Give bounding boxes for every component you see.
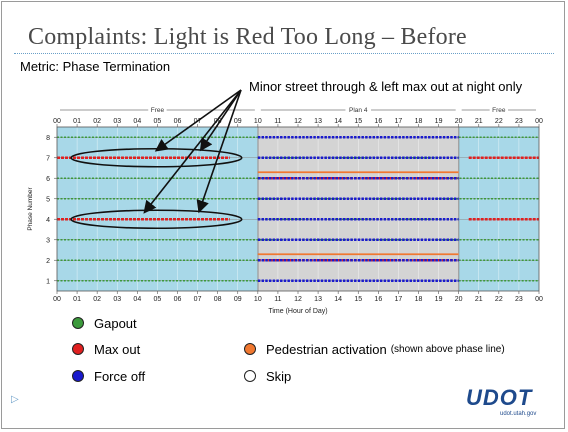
legend-item-pedestrian: Pedestrian activation (shown above phase … <box>244 341 505 357</box>
x-tick-label-bottom: 20 <box>455 296 463 303</box>
title-divider <box>14 53 554 54</box>
x-tick-label-bottom: 09 <box>234 296 242 303</box>
annotation-arrow <box>199 89 242 152</box>
plan-label: Plan 4 <box>349 107 368 114</box>
y-tick-label: 2 <box>46 258 50 265</box>
x-tick-label-bottom: 19 <box>435 296 443 303</box>
plan-label: Free <box>151 107 165 114</box>
x-tick-label-top: 21 <box>475 118 483 125</box>
legend-maxout-label: Max out <box>94 341 141 357</box>
y-tick-label: 7 <box>46 155 50 162</box>
x-tick-label-bottom: 23 <box>515 296 523 303</box>
x-tick-label-top: 09 <box>234 118 242 125</box>
legend-gapout-label: Gapout <box>94 315 137 331</box>
x-tick-label-bottom: 05 <box>154 296 162 303</box>
x-tick-label-top: 11 <box>274 118 281 125</box>
highlight-ellipse <box>70 209 243 230</box>
y-tick-label: 1 <box>46 278 50 285</box>
y-tick-label: 8 <box>46 135 50 142</box>
y-axis-label: Phase Number <box>27 186 34 230</box>
annotation-arrow <box>143 89 242 214</box>
annotation-text: Minor street through & left max out at n… <box>249 79 523 94</box>
x-tick-label-bottom: 15 <box>354 296 362 303</box>
legend-item-skip: Skip <box>244 368 291 384</box>
legend-gapout-icon <box>72 317 84 329</box>
x-tick-label-bottom: 18 <box>415 296 423 303</box>
udot-logo-url: udot.utah.gov <box>500 411 537 417</box>
x-tick-label-top: 01 <box>73 118 81 125</box>
x-tick-label-bottom: 11 <box>274 296 281 303</box>
metric-label: Metric: Phase Termination <box>20 59 171 74</box>
annotation-arrow <box>154 89 242 152</box>
legend-maxout-icon <box>72 343 84 355</box>
legend-item-forceoff: Force off <box>72 368 145 384</box>
annotation-arrow <box>196 89 242 214</box>
y-tick-label: 6 <box>46 176 50 183</box>
plan-label-bg <box>345 106 372 113</box>
x-tick-label-top: 03 <box>113 118 121 125</box>
x-tick-label-top: 22 <box>495 118 503 125</box>
legend-item-gapout: Gapout <box>72 315 137 331</box>
y-tick-label: 5 <box>46 196 50 203</box>
x-tick-label-bottom: 17 <box>395 296 403 303</box>
plan-label-bg <box>148 106 167 113</box>
x-tick-label-bottom: 13 <box>314 296 322 303</box>
x-tick-label-bottom: 08 <box>214 296 222 303</box>
x-tick-label-top: 06 <box>174 118 182 125</box>
x-tick-label-bottom: 02 <box>93 296 101 303</box>
legend-pedestrian-label: Pedestrian activation <box>266 341 387 357</box>
x-tick-label-top: 16 <box>374 118 382 125</box>
x-tick-label-bottom: 00 <box>53 296 61 303</box>
slide-bullet-icon: ▷ <box>11 394 19 405</box>
slide-title: Complaints: Light is Red Too Long – Befo… <box>28 24 467 50</box>
x-tick-label-top: 08 <box>214 118 222 125</box>
y-tick-label: 4 <box>46 217 50 224</box>
x-tick-label-bottom: 21 <box>475 296 483 303</box>
x-tick-label-top: 19 <box>435 118 443 125</box>
x-tick-label-top: 05 <box>154 118 162 125</box>
x-tick-label-top: 00 <box>53 118 61 125</box>
legend-pedestrian-note: (shown above phase line) <box>390 343 505 355</box>
udot-logo: UDOT <box>466 385 533 410</box>
x-tick-label-bottom: 03 <box>113 296 121 303</box>
x-tick-label-top: 13 <box>314 118 322 125</box>
legend-item-maxout: Max out <box>72 341 140 357</box>
x-tick-label-bottom: 22 <box>495 296 503 303</box>
x-tick-label-top: 12 <box>294 118 302 125</box>
x-tick-label-bottom: 04 <box>133 296 141 303</box>
x-tick-label-bottom: 06 <box>174 296 182 303</box>
x-tick-label-bottom: 10 <box>254 296 262 303</box>
x-tick-label-top: 10 <box>254 118 262 125</box>
legend-skip-icon <box>244 370 256 382</box>
legend-forceoff-label: Force off <box>94 368 146 384</box>
x-tick-label-bottom: 14 <box>334 296 342 303</box>
plan-label-bg <box>489 106 509 113</box>
plan-label: Free <box>492 107 506 114</box>
x-tick-label-top: 20 <box>455 118 463 125</box>
legend-skip-label: Skip <box>266 368 292 384</box>
x-tick-label-top: 18 <box>415 118 423 125</box>
x-tick-label-top: 02 <box>93 118 101 125</box>
x-tick-label-bottom: 07 <box>194 296 202 303</box>
legend-forceoff-icon <box>72 370 84 382</box>
x-tick-label-top: 15 <box>354 118 362 125</box>
y-tick-label: 3 <box>46 237 50 244</box>
legend-pedestrian-icon <box>244 343 256 355</box>
x-tick-label-bottom: 00 <box>535 296 543 303</box>
x-axis-label: Time (Hour of Day) <box>268 308 327 315</box>
x-tick-label-top: 14 <box>334 118 342 125</box>
x-tick-label-bottom: 12 <box>294 296 302 303</box>
x-tick-label-top: 00 <box>535 118 543 125</box>
x-tick-label-bottom: 01 <box>73 296 81 303</box>
x-tick-label-top: 04 <box>133 118 141 125</box>
x-tick-label-bottom: 16 <box>374 296 382 303</box>
x-tick-label-top: 23 <box>515 118 523 125</box>
x-tick-label-top: 17 <box>395 118 403 125</box>
